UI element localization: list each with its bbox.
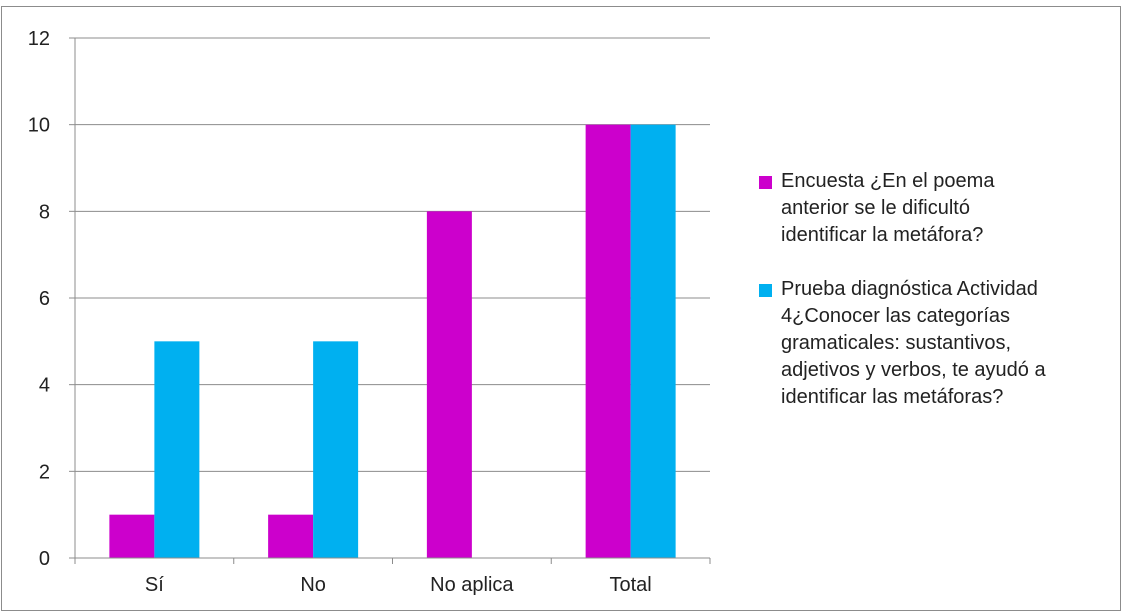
bar-series2-1 <box>313 341 359 558</box>
legend-label-encuesta: Encuesta ¿En el poema anterior se le dif… <box>781 170 995 246</box>
x-category-label: Total <box>610 574 652 596</box>
x-category-label: No <box>300 574 326 596</box>
bar-series1-0 <box>109 514 155 558</box>
tick-labels: 0 2 4 6 8 10 12 Sí No No aplica Total <box>28 28 652 596</box>
legend: Encuesta ¿En el poema anterior se le dif… <box>759 168 1059 438</box>
y-tick-label: 12 <box>28 28 50 50</box>
y-tick-label: 8 <box>39 201 50 223</box>
x-category-label: Sí <box>145 574 164 596</box>
legend-item-prueba: Prueba diagnóstica Actividad 4¿Conocer l… <box>759 276 1059 411</box>
bar-series2-3 <box>630 124 676 559</box>
y-tick-label: 4 <box>39 375 50 397</box>
bars <box>109 124 676 559</box>
legend-swatch-prueba <box>759 284 772 297</box>
bar-series2-0 <box>154 341 200 558</box>
bar-series1-1 <box>268 514 314 558</box>
y-tick-label: 10 <box>28 115 50 137</box>
y-tick-label: 0 <box>39 548 50 570</box>
legend-item-encuesta: Encuesta ¿En el poema anterior se le dif… <box>759 168 1059 249</box>
legend-swatch-encuesta <box>759 176 772 189</box>
legend-label-prueba: Prueba diagnóstica Actividad 4¿Conocer l… <box>781 278 1046 408</box>
y-tick-label: 6 <box>39 288 50 310</box>
bar-series1-2 <box>426 211 472 559</box>
bar-series1-3 <box>585 124 631 559</box>
axes <box>69 37 711 564</box>
x-category-label: No aplica <box>430 574 514 596</box>
y-tick-label: 2 <box>39 461 50 483</box>
